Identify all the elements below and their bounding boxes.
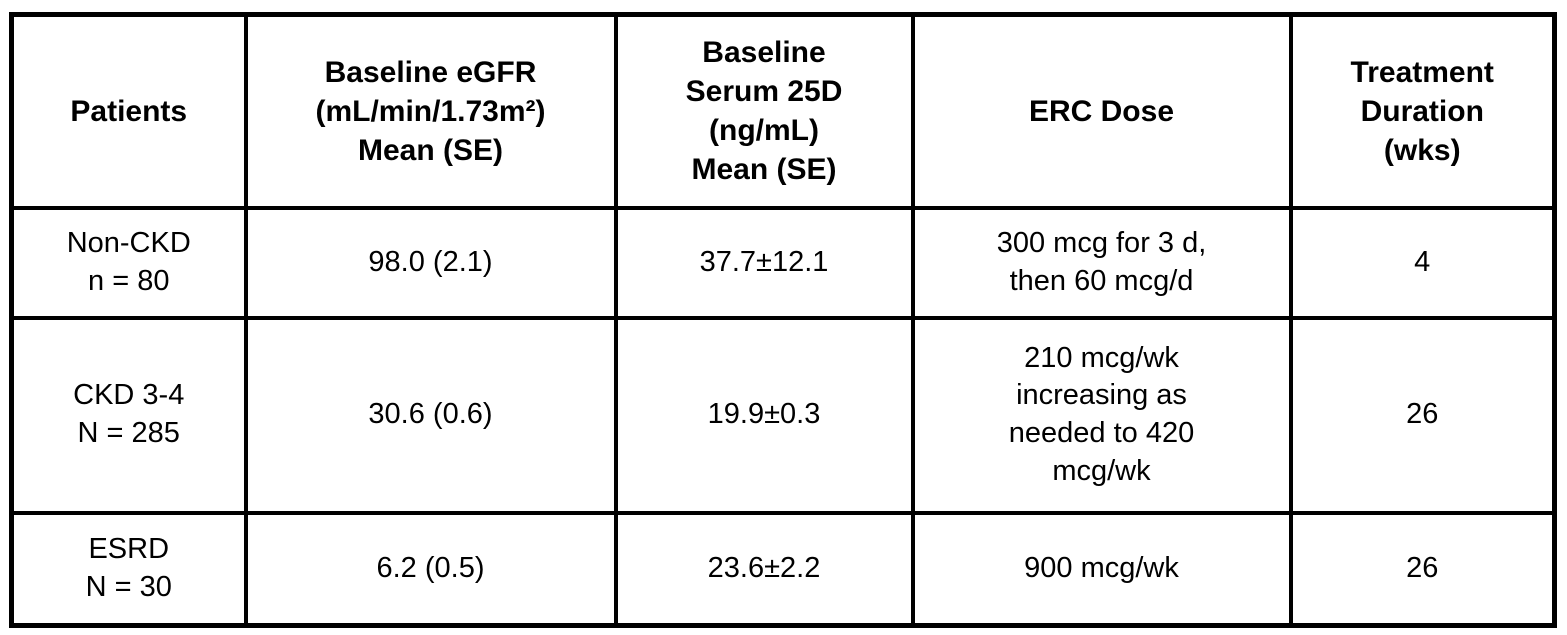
- cell-patients-esrd: ESRD N = 30: [9, 510, 248, 628]
- header-cell-patients: Patients: [9, 12, 248, 210]
- cell-duration-non-ckd: 4: [1288, 205, 1557, 320]
- cell-erc-dose-esrd: 900 mcg/wk: [910, 510, 1293, 628]
- cell-egfr-ckd-3-4: 30.6 (0.6): [243, 315, 618, 515]
- cell-patients-non-ckd: Non-CKD n = 80: [9, 205, 248, 320]
- table-row-non-ckd: Non-CKD n = 80 98.0 (2.1) 37.7±12.1 300 …: [9, 205, 1557, 320]
- cell-egfr-esrd: 6.2 (0.5): [243, 510, 618, 628]
- study-table: Patients Baseline eGFR (mL/min/1.73m²) M…: [9, 12, 1557, 628]
- cell-serum25d-non-ckd: 37.7±12.1: [613, 205, 915, 320]
- study-table-container: Patients Baseline eGFR (mL/min/1.73m²) M…: [9, 12, 1557, 628]
- header-cell-baseline-egfr: Baseline eGFR (mL/min/1.73m²) Mean (SE): [243, 12, 618, 210]
- cell-duration-esrd: 26: [1288, 510, 1557, 628]
- cell-erc-dose-ckd-3-4: 210 mcg/wk increasing as needed to 420 m…: [910, 315, 1293, 515]
- cell-serum25d-esrd: 23.6±2.2: [613, 510, 915, 628]
- table-row-esrd: ESRD N = 30 6.2 (0.5) 23.6±2.2 900 mcg/w…: [9, 510, 1557, 628]
- header-cell-baseline-serum-25d: Baseline Serum 25D (ng/mL) Mean (SE): [613, 12, 915, 210]
- header-cell-treatment-duration: Treatment Duration (wks): [1288, 12, 1557, 210]
- cell-egfr-non-ckd: 98.0 (2.1): [243, 205, 618, 320]
- cell-erc-dose-non-ckd: 300 mcg for 3 d, then 60 mcg/d: [910, 205, 1293, 320]
- table-row-ckd-3-4: CKD 3-4 N = 285 30.6 (0.6) 19.9±0.3 210 …: [9, 315, 1557, 515]
- cell-duration-ckd-3-4: 26: [1288, 315, 1557, 515]
- cell-patients-ckd-3-4: CKD 3-4 N = 285: [9, 315, 248, 515]
- header-cell-erc-dose: ERC Dose: [910, 12, 1293, 210]
- cell-serum25d-ckd-3-4: 19.9±0.3: [613, 315, 915, 515]
- header-row: Patients Baseline eGFR (mL/min/1.73m²) M…: [9, 12, 1557, 210]
